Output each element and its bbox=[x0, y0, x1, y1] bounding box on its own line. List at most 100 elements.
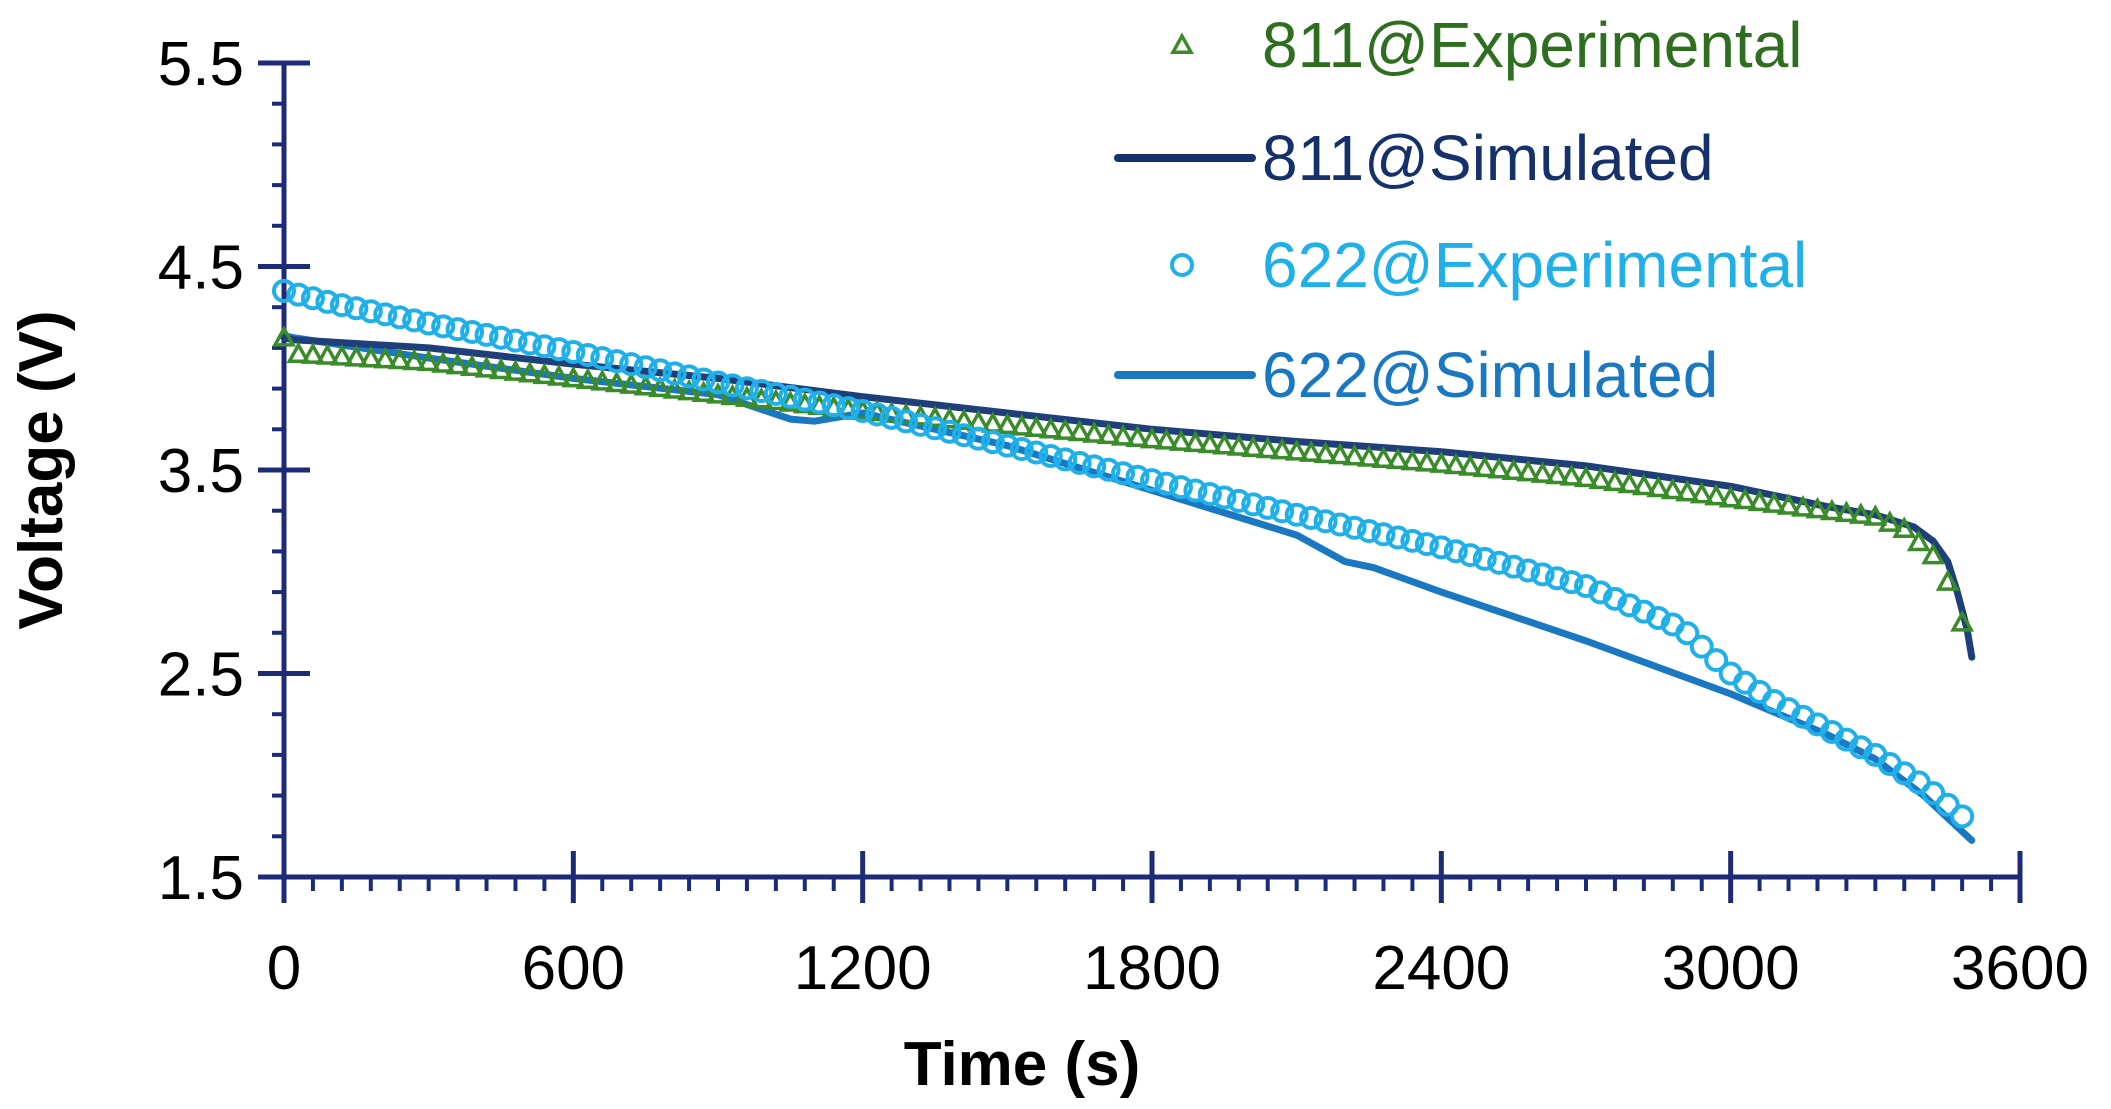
data-point-triangle bbox=[619, 372, 644, 394]
legend-label: 811@Simulated bbox=[1262, 122, 1714, 194]
data-point-triangle bbox=[1385, 447, 1410, 470]
data-point-circle bbox=[300, 286, 325, 311]
data-point-triangle bbox=[445, 352, 470, 375]
data-point-triangle bbox=[1819, 498, 1844, 521]
data-point-circle bbox=[1617, 593, 1642, 618]
data-point-circle bbox=[1443, 539, 1468, 564]
data-point-triangle bbox=[1342, 443, 1367, 466]
data-point-triangle bbox=[1400, 448, 1425, 471]
data-point-triangle bbox=[691, 380, 716, 403]
data-point-triangle bbox=[1168, 429, 1193, 451]
legend-item-622-simulated: 622@Simulated bbox=[1114, 339, 1718, 411]
data-point-circle bbox=[431, 314, 456, 339]
data-point-triangle bbox=[1328, 442, 1353, 465]
data-point-triangle bbox=[1414, 450, 1439, 472]
data-point-circle bbox=[1212, 485, 1237, 510]
data-point-circle bbox=[734, 376, 759, 401]
data-point-triangle bbox=[416, 349, 441, 372]
data-point-circle bbox=[561, 339, 586, 364]
data-point-triangle bbox=[1863, 504, 1888, 526]
data-point-circle bbox=[402, 308, 427, 333]
data-point-triangle bbox=[1371, 446, 1396, 468]
y-tick-label: 2.5 bbox=[158, 641, 244, 710]
data-point-triangle bbox=[633, 373, 658, 396]
data-point-triangle bbox=[315, 343, 340, 365]
data-point-circle bbox=[1400, 528, 1425, 553]
data-point-triangle bbox=[532, 362, 557, 385]
data-point-triangle bbox=[1950, 610, 1975, 632]
data-point-circle bbox=[1255, 495, 1280, 520]
data-point-circle bbox=[387, 305, 412, 330]
data-point-triangle bbox=[1689, 481, 1714, 504]
data-point-circle bbox=[1024, 440, 1049, 465]
data-point-circle bbox=[821, 393, 846, 418]
data-point-triangle bbox=[546, 364, 571, 386]
data-point-triangle bbox=[1183, 430, 1208, 453]
y-axis-title: Voltage (V) bbox=[7, 310, 76, 629]
data-point-circle bbox=[546, 337, 571, 362]
axes: 1.5 2.5 3.5 4.5 5.5 0 600 1200 1800 2400 3000 3600 T… bbox=[7, 30, 2089, 1099]
y-tick-label: 1.5 bbox=[158, 844, 244, 913]
data-point-triangle bbox=[1516, 459, 1541, 482]
data-point-circle bbox=[807, 390, 832, 415]
data-point-triangle bbox=[575, 367, 600, 390]
data-point-triangle bbox=[1154, 428, 1179, 450]
data-point-circle bbox=[648, 358, 673, 383]
data-point-triangle bbox=[1501, 458, 1526, 480]
data-point-circle bbox=[1516, 558, 1541, 583]
data-point-circle bbox=[1328, 512, 1353, 537]
data-point-circle bbox=[315, 289, 340, 314]
data-point-triangle bbox=[431, 351, 456, 373]
x-tick-label: 1800 bbox=[1083, 934, 1221, 1003]
data-point-triangle bbox=[937, 406, 962, 429]
data-point-circle bbox=[1125, 464, 1150, 489]
data-point-circle bbox=[879, 405, 904, 430]
data-point-circle bbox=[1154, 471, 1179, 496]
legend-label: 622@Experimental bbox=[1262, 229, 1807, 301]
data-point-triangle bbox=[1877, 510, 1902, 532]
data-point-circle bbox=[1299, 506, 1324, 531]
data-point-triangle bbox=[1791, 495, 1815, 517]
data-point-triangle bbox=[1111, 424, 1136, 446]
data-point-triangle bbox=[1212, 432, 1237, 455]
data-point-triangle bbox=[1009, 414, 1034, 436]
legend: 811@Experimental 811@Simulated 622@Experim… bbox=[1114, 9, 1807, 411]
data-point-circle bbox=[908, 412, 933, 437]
data-point-triangle bbox=[1197, 431, 1222, 454]
data-point-triangle bbox=[1617, 471, 1642, 494]
data-point-triangle bbox=[604, 370, 629, 393]
data-point-circle bbox=[474, 322, 499, 347]
series-622-experimental bbox=[272, 278, 1975, 829]
data-point-triangle bbox=[561, 365, 586, 388]
series-line-622-simulated bbox=[280, 332, 1976, 844]
data-point-triangle bbox=[1704, 483, 1729, 506]
data-point-triangle bbox=[1762, 491, 1787, 513]
data-point-triangle bbox=[1921, 542, 1946, 565]
data-point-circle bbox=[1183, 478, 1208, 503]
data-point-triangle bbox=[1284, 439, 1309, 461]
data-point-circle bbox=[850, 398, 875, 423]
data-point-circle bbox=[951, 423, 976, 448]
data-point-circle bbox=[720, 373, 745, 398]
y-tick-label: 4.5 bbox=[158, 234, 244, 303]
data-point-triangle bbox=[1733, 487, 1758, 510]
data-point-circle bbox=[1357, 519, 1381, 544]
data-point-circle bbox=[865, 402, 890, 427]
data-point-triangle bbox=[662, 377, 687, 399]
series-811-simulated bbox=[280, 334, 1976, 661]
legend-item-811-simulated: 811@Simulated bbox=[1114, 122, 1714, 194]
data-point-circle bbox=[1168, 475, 1193, 500]
data-point-circle bbox=[937, 419, 962, 444]
data-point-triangle bbox=[373, 346, 398, 369]
data-point-circle bbox=[532, 334, 557, 359]
data-point-circle bbox=[1270, 499, 1295, 524]
data-point-circle bbox=[706, 370, 730, 395]
data-point-triangle bbox=[1299, 440, 1324, 462]
data-point-triangle bbox=[1458, 454, 1483, 476]
data-point-triangle bbox=[1530, 461, 1555, 483]
x-tick-label: 2400 bbox=[1372, 934, 1510, 1003]
data-point-triangle bbox=[1848, 502, 1873, 524]
series-layer bbox=[272, 278, 1976, 844]
data-point-triangle bbox=[1140, 426, 1164, 449]
data-point-circle bbox=[1950, 804, 1975, 829]
